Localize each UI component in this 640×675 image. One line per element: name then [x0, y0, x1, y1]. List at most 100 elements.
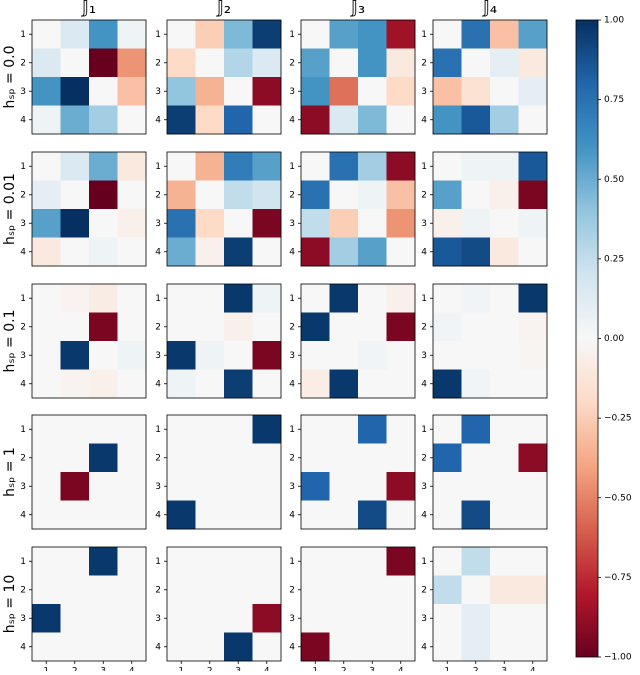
colorbar-tick-label: 1.00	[604, 16, 624, 26]
heatmap-cell	[490, 284, 519, 313]
heatmap-cell	[358, 547, 387, 576]
heatmap-cell	[433, 312, 462, 342]
heatmap-panel: 1 1 2 2 3 3 4 4	[289, 546, 416, 675]
heatmap-cell	[167, 547, 196, 576]
y-tick-label: 1	[155, 557, 161, 567]
heatmap-cell	[224, 443, 253, 473]
row-label: hₛₚ = 10	[2, 575, 18, 634]
heatmap-cell	[32, 443, 61, 473]
heatmap-cell	[117, 500, 147, 530]
heatmap-cell	[89, 105, 118, 135]
heatmap-cell	[117, 369, 147, 399]
heatmap-cell	[329, 575, 359, 605]
row-label: hₛₚ = 0.01	[2, 173, 18, 245]
heatmap-cell	[461, 77, 491, 106]
heatmap-panel: 1 2 3 4	[421, 19, 548, 135]
heatmap-cell	[60, 284, 90, 313]
heatmap-cell	[490, 443, 519, 473]
heatmap-cell	[329, 48, 359, 78]
heatmap-cell	[433, 237, 462, 267]
heatmap-cell	[433, 443, 462, 473]
panel-frame	[300, 19, 416, 135]
column-title: 𝕁₂	[216, 0, 231, 18]
heatmap-cell	[386, 105, 416, 135]
heatmap-cell	[117, 180, 147, 210]
y-tick-label: 1	[421, 30, 427, 40]
y-tick-label: 4	[289, 115, 295, 125]
heatmap-cell	[89, 369, 118, 399]
heatmap-cell	[195, 20, 225, 49]
heatmap-panel: 1 2 3 4	[289, 151, 416, 267]
panel-frame	[166, 19, 282, 135]
panel-frame	[166, 414, 282, 530]
y-tick-label: 3	[20, 351, 26, 361]
heatmap-cell	[490, 237, 519, 267]
heatmap-cell	[301, 369, 330, 399]
heatmap-cell	[461, 20, 491, 49]
heatmap-cell	[60, 180, 90, 210]
heatmap-cell	[518, 312, 548, 342]
heatmap-cell	[224, 48, 253, 78]
heatmap-cell	[461, 152, 491, 181]
heatmap-cell	[358, 472, 387, 501]
heatmap-cell	[224, 20, 253, 49]
heatmap-cell	[386, 443, 416, 473]
heatmap-cell	[461, 369, 491, 399]
heatmap-cell	[224, 77, 253, 106]
heatmap-cell	[60, 575, 90, 605]
x-tick-label: 1	[178, 667, 184, 672]
heatmap-cell	[252, 632, 282, 662]
y-tick-label: 2	[155, 58, 161, 68]
heatmap-cell	[32, 180, 61, 210]
heatmap-cell	[461, 604, 491, 633]
y-tick-label: 4	[289, 379, 295, 389]
y-tick-label: 1	[20, 557, 26, 567]
heatmap-cell	[461, 443, 491, 473]
heatmap-panel: 1 2 3 4	[155, 414, 282, 530]
panel-frame	[432, 283, 548, 399]
heatmap-cell	[195, 237, 225, 267]
heatmap-cell	[89, 180, 118, 210]
panel-frame	[166, 546, 282, 662]
heatmap-cell	[358, 443, 387, 473]
heatmap-cell	[329, 369, 359, 399]
colorbar-tick-label: −1.00	[604, 653, 632, 663]
heatmap-cell	[386, 547, 416, 576]
heatmap-cell	[167, 415, 196, 444]
y-tick-label: 1	[421, 162, 427, 172]
heatmap-cell	[224, 209, 253, 238]
y-tick-label: 3	[155, 482, 161, 492]
y-tick-label: 3	[289, 614, 295, 624]
x-tick-label: 4	[129, 667, 135, 672]
heatmap-cell	[60, 415, 90, 444]
row-label: hₛₚ = 0.1	[2, 310, 18, 373]
heatmap-cell	[490, 152, 519, 181]
y-tick-label: 3	[421, 87, 427, 97]
y-tick-label: 4	[289, 510, 295, 520]
x-tick-label: 1	[312, 667, 318, 672]
y-tick-label: 4	[421, 642, 427, 652]
panel-frame	[300, 151, 416, 267]
heatmap-cell	[433, 547, 462, 576]
y-tick-label: 3	[20, 614, 26, 624]
heatmap-cell	[167, 500, 196, 530]
heatmap-cell	[252, 604, 282, 633]
heatmap-cell	[490, 77, 519, 106]
heatmap-cell	[358, 500, 387, 530]
heatmap-cell	[358, 341, 387, 370]
heatmap-cell	[224, 575, 253, 605]
heatmap-cell	[433, 369, 462, 399]
heatmap-cell	[60, 20, 90, 49]
heatmap-cell	[301, 604, 330, 633]
heatmap-cell	[32, 547, 61, 576]
heatmap-cell	[461, 632, 491, 662]
y-tick-label: 2	[289, 585, 295, 595]
heatmap-cell	[490, 105, 519, 135]
y-tick-label: 2	[421, 190, 427, 200]
heatmap-cell	[89, 632, 118, 662]
heatmap-cell	[301, 500, 330, 530]
heatmap-panel: 1 1 2 2 3 3 4 4	[421, 546, 548, 675]
heatmap-cell	[32, 105, 61, 135]
heatmap-cell	[60, 443, 90, 473]
y-tick-label: 4	[155, 379, 161, 389]
